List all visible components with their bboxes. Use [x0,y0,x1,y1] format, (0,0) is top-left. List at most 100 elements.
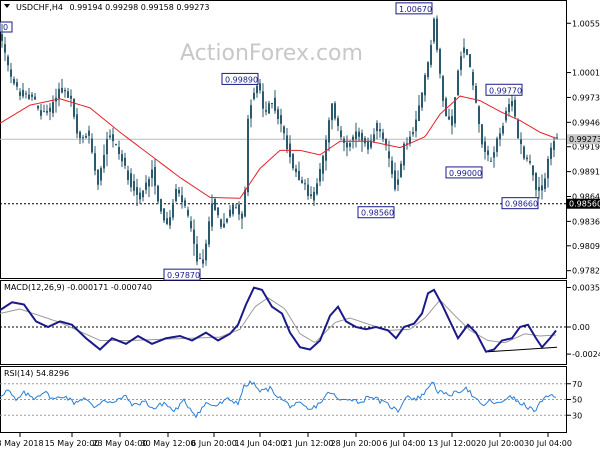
candles [1,15,558,268]
macd-pane-title: MACD(12,26,9) -0.000171 -0.000740 [4,283,152,292]
candle-body [172,204,174,218]
candle-body [19,91,21,96]
moving-average [0,95,557,199]
candle-body [382,132,384,139]
rsi-series [0,380,566,419]
time-tick-label: 8 May 2018 [0,439,44,448]
candle-body [70,95,72,99]
candle-body [97,169,99,185]
candle-body [157,185,159,202]
candle-body [244,189,246,217]
candle-body [556,137,558,139]
price-tick-label: 0.98915 [572,168,600,177]
candle-body [94,153,96,171]
current-price-marker [567,134,600,145]
candle-body [286,135,288,150]
candle-body [22,89,24,97]
candle-body [523,146,525,159]
candle-body [199,257,201,259]
candle-body [145,182,147,190]
candle-body [448,116,450,120]
candle-body [112,134,114,142]
price-tick-label: 0.98365 [572,217,600,226]
candle-body [490,160,492,162]
candle-body [151,169,153,179]
candle-body [355,131,357,140]
candle-body [391,160,393,175]
macd-axis: 0.003509 0.00 -0.002408 [567,284,600,359]
candle-body [526,157,528,160]
candle-body [535,172,537,191]
candle-body [226,218,228,223]
candle-body [178,189,180,194]
rsi-tick-label: 30 [572,411,582,420]
time-tick-label: 20 Jul 20:00 [476,439,524,448]
left-edge-label: 0 [3,23,8,32]
candle-body [517,120,519,139]
candle-body [208,221,210,245]
candle-body [34,96,36,100]
candle-body [202,259,204,264]
candle-body [532,165,534,176]
price-annotation-box [485,83,523,96]
time-tick-label: 14 Jun 04:00 [235,439,286,448]
candle-body [175,188,177,202]
candle-body [337,118,339,126]
candle-body [52,101,54,114]
candle-body [136,187,138,195]
candle-body [274,97,276,111]
candle-body [496,138,498,152]
macd-tick-label: 0.003509 [572,284,600,293]
price-annotation-box [501,197,539,210]
candle-body [304,183,306,185]
candle-body [190,221,192,229]
candle-body [7,56,9,66]
candle-body [424,75,426,96]
candle-body [307,184,309,196]
candle-body [406,143,408,145]
price-annotations: 1.00670 0.99890 0.99770 0.99000 0.98660 0.985… [163,2,539,281]
candle-body [91,138,93,153]
candle-body [31,94,33,97]
support-axis-marker [567,198,600,209]
candle-body [220,219,222,227]
candle-body [460,56,462,70]
price-annotation-box [221,72,259,85]
candle-body [16,82,18,87]
price-annotation-label: 0.98660 [505,200,538,209]
candle-body [10,69,12,77]
price-annotation-label: 0.99000 [449,169,482,178]
candle-body [415,119,417,132]
candle-body [487,150,489,155]
candle-body [439,49,441,74]
candle-body [463,47,465,53]
time-tick-label: 13 Jul 12:00 [428,439,476,448]
candle-body [322,155,324,174]
candle-body [169,217,171,226]
candle-body [529,161,531,163]
collapse-triangle-icon[interactable] [4,4,10,8]
candle-body [154,166,156,186]
rsi-line [0,380,557,419]
candle-body [67,91,69,98]
candle-body [82,137,84,139]
candle-body [454,97,456,124]
candle-body [232,204,234,215]
price-annotation-label: 0.99770 [489,86,522,95]
candle-body [502,125,504,134]
candle-body [313,191,315,201]
price-annotation-label: 1.00670 [399,5,432,14]
candle-body [442,76,444,101]
candle-body [76,114,78,134]
time-tick-label: 21 Jun 12:00 [283,439,334,448]
candle-body [538,187,540,191]
candle-body [436,18,438,50]
price-grid [0,138,566,205]
candle-body [4,44,6,53]
candle-body [25,93,27,95]
candle-body [166,218,168,224]
candle-body [229,209,231,217]
